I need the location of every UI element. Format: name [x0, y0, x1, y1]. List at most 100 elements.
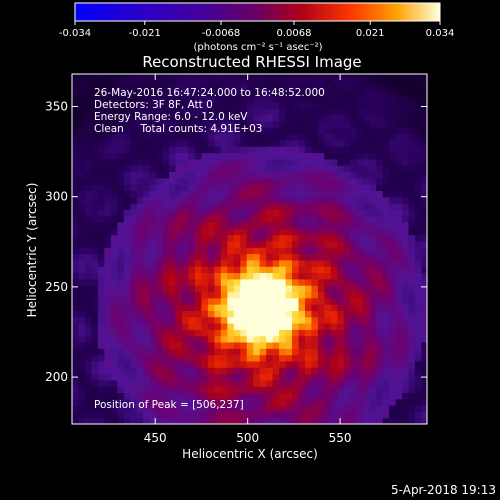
heatmap-cell	[104, 297, 112, 305]
heatmap-cell	[188, 360, 196, 368]
heatmap-cell	[311, 196, 319, 204]
heatmap-cell	[292, 177, 300, 185]
heatmap-cell	[376, 240, 384, 248]
heatmap-cell	[233, 171, 241, 179]
heatmap-cell	[369, 202, 377, 210]
heatmap-cell	[123, 278, 131, 286]
heatmap-cell	[376, 177, 384, 185]
heatmap-cell	[201, 171, 209, 179]
heatmap-cell	[298, 228, 306, 236]
heatmap-cell	[123, 259, 131, 267]
heatmap-cell	[97, 398, 105, 406]
heatmap-cell	[175, 177, 183, 185]
heatmap-cell	[233, 411, 241, 419]
heatmap-cell	[156, 379, 164, 387]
heatmap-cell	[356, 120, 364, 128]
heatmap-cell	[72, 120, 80, 128]
heatmap-cell	[382, 127, 390, 135]
heatmap-cell	[363, 95, 371, 103]
heatmap-cell	[279, 379, 287, 387]
heatmap-cell	[227, 417, 235, 424]
heatmap-cell	[156, 398, 164, 406]
heatmap-cell	[117, 259, 125, 267]
heatmap-cell	[343, 171, 351, 179]
heatmap-cell	[363, 196, 371, 204]
heatmap-cell	[395, 228, 403, 236]
heatmap-cell	[136, 329, 144, 337]
heatmap-cell	[311, 272, 319, 280]
heatmap-cell	[214, 398, 222, 406]
heatmap-cell	[337, 221, 345, 229]
heatmap-cell	[97, 74, 105, 78]
heatmap-cell	[408, 259, 416, 267]
heatmap-cell	[214, 247, 222, 255]
heatmap-cell	[110, 259, 118, 267]
heatmap-cell	[220, 114, 228, 122]
heatmap-cell	[175, 411, 183, 419]
heatmap-cell	[149, 158, 157, 166]
heatmap-cell	[175, 278, 183, 286]
heatmap-cell	[91, 322, 99, 330]
heatmap-cell	[402, 89, 410, 97]
heatmap-cell	[395, 146, 403, 154]
heatmap-cell	[292, 316, 300, 324]
heatmap-cell	[201, 316, 209, 324]
colorbar-tick-label: 0.0068	[277, 28, 312, 39]
heatmap-cell	[337, 398, 345, 406]
heatmap-cell	[285, 322, 293, 330]
heatmap-cell	[285, 247, 293, 255]
heatmap-cell	[311, 240, 319, 248]
heatmap-cell	[227, 127, 235, 135]
heatmap-cell	[227, 240, 235, 248]
heatmap-cell	[285, 120, 293, 128]
heatmap-cell	[369, 329, 377, 337]
heatmap-cell	[188, 133, 196, 141]
heatmap-cell	[162, 133, 170, 141]
heatmap-cell	[285, 202, 293, 210]
heatmap-cell	[117, 379, 125, 387]
heatmap-cell	[382, 373, 390, 381]
heatmap-cell	[259, 190, 267, 198]
heatmap-cell	[337, 373, 345, 381]
heatmap-cell	[117, 411, 125, 419]
heatmap-cell	[356, 417, 364, 424]
heatmap-cell	[130, 272, 138, 280]
heatmap-cell	[169, 171, 177, 179]
heatmap-cell	[311, 83, 319, 90]
heatmap-cell	[130, 285, 138, 292]
heatmap-cell	[402, 367, 410, 375]
heatmap-cell	[201, 253, 209, 261]
heatmap-cell	[169, 310, 177, 318]
heatmap-cell	[259, 139, 267, 147]
heatmap-cell	[272, 234, 280, 242]
heatmap-cell	[169, 297, 177, 305]
heatmap-cell	[389, 354, 397, 362]
heatmap-cell	[330, 108, 338, 116]
heatmap-cell	[395, 329, 403, 337]
heatmap-cell	[123, 120, 131, 128]
heatmap-cell	[188, 348, 196, 356]
heatmap-cell	[123, 165, 131, 173]
heatmap-cell	[363, 114, 371, 122]
heatmap-cell	[207, 114, 215, 122]
heatmap-cell	[143, 215, 151, 223]
heatmap-cell	[233, 335, 241, 343]
heatmap-cell	[220, 133, 228, 141]
heatmap-cell	[402, 221, 410, 229]
heatmap-cell	[149, 240, 157, 248]
heatmap-cell	[207, 215, 215, 223]
heatmap-cell	[324, 316, 332, 324]
heatmap-cell	[156, 392, 164, 400]
heatmap-cell	[304, 120, 313, 128]
heatmap-cell	[72, 322, 80, 330]
heatmap-cell	[389, 322, 397, 330]
heatmap-cell	[175, 392, 183, 400]
heatmap-cell	[363, 101, 371, 109]
heatmap-cell	[414, 152, 423, 160]
heatmap-cell	[337, 177, 345, 185]
heatmap-cell	[350, 386, 358, 394]
heatmap-cell	[292, 291, 300, 299]
heatmap-cell	[175, 215, 183, 223]
heatmap-cell	[97, 190, 105, 198]
heatmap-cell	[117, 392, 125, 400]
